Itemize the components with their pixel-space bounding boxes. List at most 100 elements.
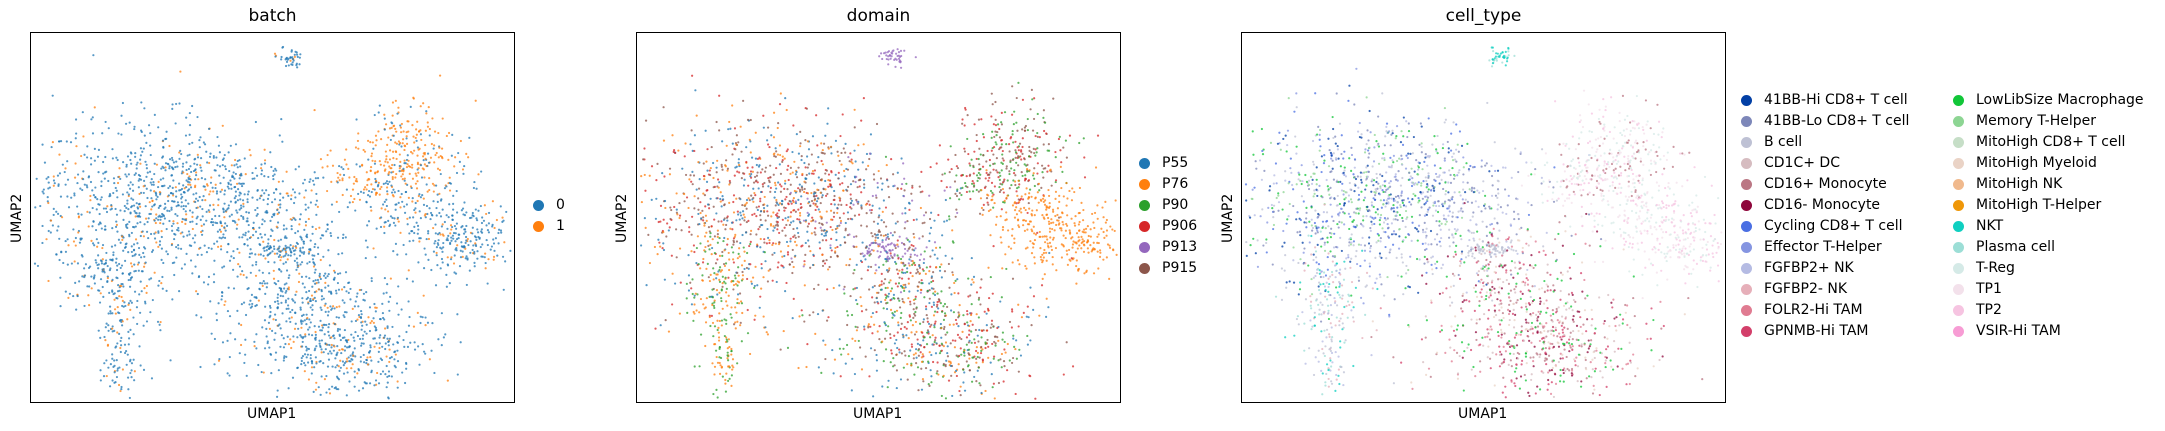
umap-point	[468, 269, 471, 272]
umap-point	[891, 212, 894, 215]
umap-point	[322, 351, 325, 354]
umap-point	[988, 158, 991, 162]
umap-point	[400, 192, 403, 196]
umap-point	[341, 252, 344, 255]
umap-point	[175, 205, 178, 208]
umap-point	[189, 220, 192, 224]
umap-point	[170, 243, 173, 247]
umap-point	[157, 230, 160, 233]
umap-point	[139, 234, 142, 238]
umap-point	[1102, 258, 1105, 261]
umap-point	[1081, 219, 1085, 222]
umap-point	[339, 272, 342, 275]
umap-point	[668, 226, 671, 229]
umap-point	[335, 354, 338, 357]
umap-point	[167, 199, 170, 203]
umap-point	[366, 246, 369, 249]
umap-point	[471, 211, 474, 215]
umap-point	[998, 178, 1001, 181]
umap-point	[741, 233, 744, 237]
umap-point	[111, 325, 114, 328]
umap-point	[415, 128, 418, 131]
umap-point	[1051, 208, 1055, 211]
umap-point	[72, 228, 75, 231]
umap-point	[693, 303, 696, 306]
umap-point	[254, 263, 258, 266]
umap-point	[284, 261, 288, 264]
umap-point	[221, 341, 225, 344]
umap-point	[431, 322, 434, 325]
umap-point	[858, 185, 861, 188]
umap-point	[301, 301, 304, 304]
umap-point	[830, 249, 833, 252]
umap-point	[65, 140, 68, 143]
umap-point	[384, 208, 387, 211]
umap-point	[367, 158, 370, 161]
umap-point	[377, 111, 380, 114]
umap-point	[280, 55, 283, 59]
umap-point	[401, 173, 404, 176]
umap-point	[720, 205, 723, 208]
umap-point	[244, 353, 247, 356]
umap-point	[354, 179, 357, 183]
umap-point	[135, 202, 138, 205]
umap-point	[76, 205, 79, 208]
umap-point	[176, 222, 179, 225]
umap-point	[162, 177, 165, 180]
umap-point	[398, 153, 401, 156]
umap-point	[673, 148, 676, 152]
umap-point	[376, 171, 379, 174]
umap-point	[1102, 216, 1105, 219]
umap-point	[287, 276, 290, 279]
umap-point	[396, 341, 399, 344]
umap-point	[204, 188, 207, 191]
umap-point	[319, 344, 322, 347]
umap-point	[175, 245, 178, 249]
umap-point	[739, 214, 743, 217]
umap-point	[143, 255, 146, 258]
umap-point	[283, 287, 286, 290]
umap-point	[824, 172, 827, 175]
umap-point	[279, 238, 283, 241]
umap-point	[701, 279, 704, 282]
umap-point	[140, 191, 143, 194]
umap-point	[717, 331, 720, 334]
umap-point	[794, 201, 798, 205]
umap-point	[41, 241, 44, 245]
umap-point	[884, 234, 887, 237]
umap-point	[1047, 149, 1051, 152]
umap-point	[181, 217, 184, 221]
umap-point	[114, 225, 118, 228]
umap-point	[351, 351, 355, 354]
umap-point	[776, 212, 779, 215]
umap-point	[699, 201, 702, 204]
umap-point	[102, 172, 105, 175]
umap-point	[836, 245, 839, 249]
umap-point	[97, 241, 100, 244]
umap-point	[422, 350, 426, 353]
umap-point	[124, 259, 127, 262]
umap-point	[244, 313, 248, 317]
umap-point	[277, 255, 280, 258]
umap-point	[978, 212, 982, 215]
umap-point	[773, 226, 776, 229]
umap-point	[394, 176, 397, 179]
umap-point	[363, 299, 366, 302]
umap-point	[58, 237, 61, 240]
umap-point	[1082, 250, 1086, 253]
umap-point	[293, 55, 296, 58]
umap-point	[929, 255, 932, 258]
umap-point	[380, 138, 383, 141]
umap-point	[362, 292, 365, 295]
umap-point	[92, 220, 95, 223]
umap-point	[322, 255, 325, 258]
umap-point	[407, 120, 410, 123]
umap-point	[153, 237, 157, 240]
umap-point	[427, 237, 431, 241]
umap-point	[477, 173, 480, 176]
umap-point	[287, 288, 290, 291]
umap-point	[775, 187, 778, 190]
umap-point	[126, 223, 129, 226]
umap-point	[1036, 135, 1039, 138]
umap-point	[95, 238, 98, 241]
